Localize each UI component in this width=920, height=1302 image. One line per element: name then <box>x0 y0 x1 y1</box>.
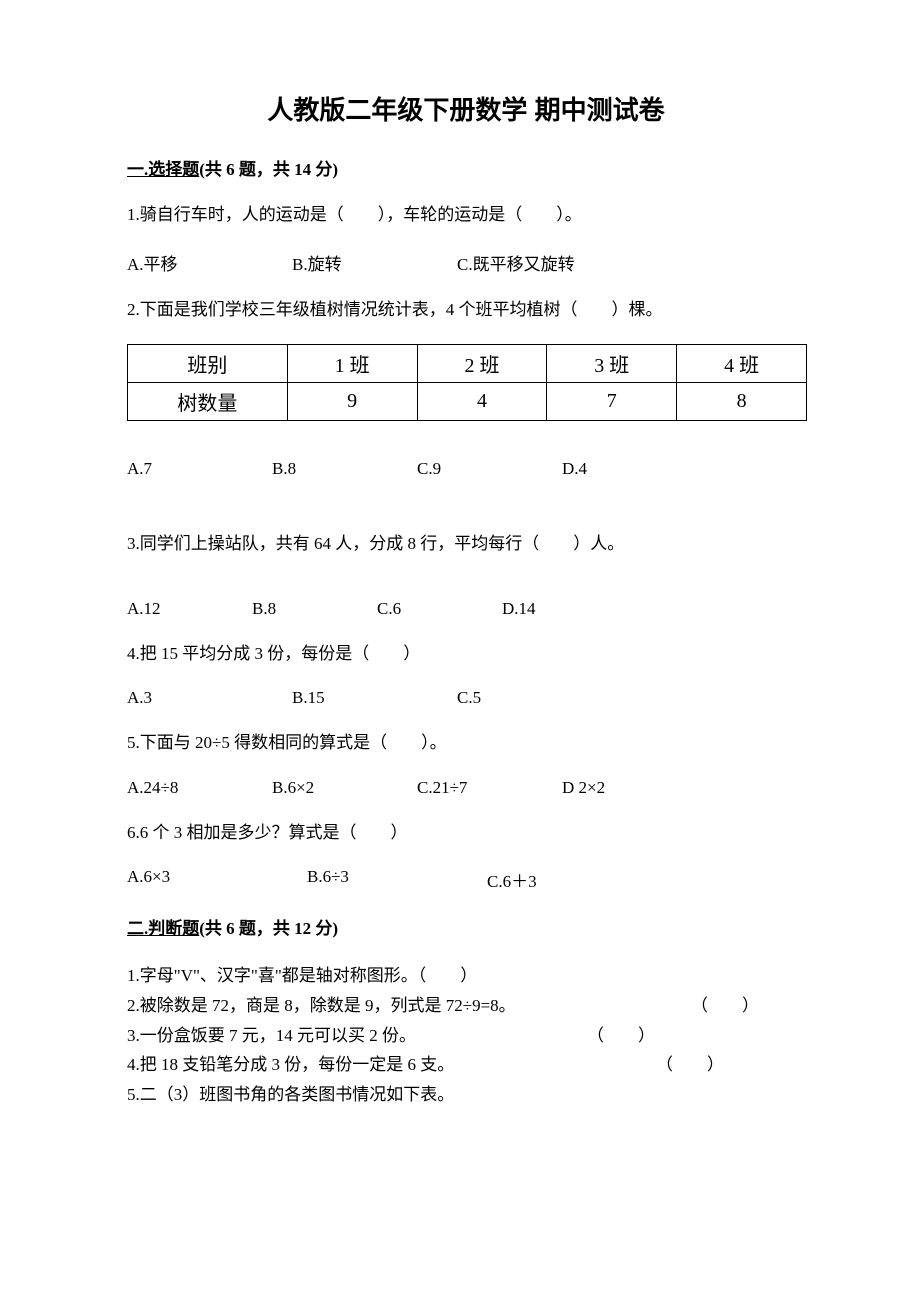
q1-options: A.平移 B.旋转 C.既平移又旋转 <box>127 250 805 275</box>
section-2-prefix: 二.判断题 <box>127 919 199 938</box>
q4-options: A.3 B.15 C.5 <box>127 688 805 708</box>
section-2-header: 二.判断题(共 6 题，共 12 分) <box>127 914 805 939</box>
q5-opt-d: D 2×2 <box>562 778 707 798</box>
q4-opt-c: C.5 <box>457 688 622 708</box>
table-col-2: 2 班 <box>417 345 547 383</box>
q1-opt-b: B.旋转 <box>292 250 457 275</box>
q2-opt-c: C.9 <box>417 459 562 479</box>
q6-options: A.6×3 B.6÷3 C.6＋3 <box>127 867 805 892</box>
q3-opt-b: B.8 <box>252 599 377 619</box>
q5-text: 5.下面与 20÷5 得数相同的算式是（ ）。 <box>127 730 805 756</box>
judge-item-1: 1.字母"V"、汉字"喜"都是轴对称图形。（ ） <box>127 961 805 991</box>
q2-table: 班别 1 班 2 班 3 班 4 班 树数量 9 4 7 8 <box>127 344 807 421</box>
q5-opt-a: A.24÷8 <box>127 778 272 798</box>
q3-opt-a: A.12 <box>127 599 252 619</box>
table-header-row: 班别 1 班 2 班 3 班 4 班 <box>128 345 807 383</box>
q6-opt-c: C.6＋3 <box>487 867 652 892</box>
table-col-1: 1 班 <box>287 345 417 383</box>
section-1-suffix: (共 6 题，共 14 分) <box>199 160 338 179</box>
judge-item-5: 5.二（3）班图书角的各类图书情况如下表。 <box>127 1080 805 1110</box>
table-header-label: 班别 <box>128 345 288 383</box>
judge-item-4: 4.把 18 支铅笔分成 3 份，每份一定是 6 支。 （ ） <box>127 1050 724 1080</box>
section-2-suffix: (共 6 题，共 12 分) <box>199 919 338 938</box>
q1-text: 1.骑自行车时，人的运动是（ ），车轮的运动是（ ）。 <box>127 202 805 228</box>
table-val-3: 7 <box>547 383 677 421</box>
q6-opt-a: A.6×3 <box>127 867 307 892</box>
judge-item-4-text: 4.把 18 支铅笔分成 3 份，每份一定是 6 支。 <box>127 1050 454 1080</box>
q3-opt-c: C.6 <box>377 599 502 619</box>
q2-opt-d: D.4 <box>562 459 707 479</box>
section-1-header: 一.选择题(共 6 题，共 14 分) <box>127 155 805 180</box>
q6-opt-b: B.6÷3 <box>307 867 487 892</box>
table-data-row: 树数量 9 4 7 8 <box>128 383 807 421</box>
q2-options: A.7 B.8 C.9 D.4 <box>127 459 805 479</box>
q3-options: A.12 B.8 C.6 D.14 <box>127 599 805 619</box>
q2-table-wrap: 班别 1 班 2 班 3 班 4 班 树数量 9 4 7 8 <box>127 344 805 421</box>
q4-opt-a: A.3 <box>127 688 292 708</box>
q5-opt-b: B.6×2 <box>272 778 417 798</box>
q6-text: 6.6 个 3 相加是多少？算式是（ ） <box>127 820 805 846</box>
q4-text: 4.把 15 平均分成 3 份，每份是（ ） <box>127 641 805 667</box>
table-col-3: 3 班 <box>547 345 677 383</box>
q1-opt-a: A.平移 <box>127 250 292 275</box>
q4-opt-b: B.15 <box>292 688 457 708</box>
q5-opt-c: C.21÷7 <box>417 778 562 798</box>
section-1-prefix: 一.选择题 <box>127 160 199 179</box>
judge-list: 1.字母"V"、汉字"喜"都是轴对称图形。（ ） 2.被除数是 72，商是 8，… <box>127 961 805 1110</box>
q3-opt-d: D.14 <box>502 599 627 619</box>
judge-item-3: 3.一份盒饭要 7 元，14 元可以买 2 份。 （ ） <box>127 1021 655 1051</box>
table-val-2: 4 <box>417 383 547 421</box>
q3-text: 3.同学们上操站队，共有 64 人，分成 8 行，平均每行（ ）人。 <box>127 531 805 557</box>
q1-opt-c: C.既平移又旋转 <box>457 250 622 275</box>
table-val-4: 8 <box>677 383 807 421</box>
table-row-label: 树数量 <box>128 383 288 421</box>
q2-text: 2.下面是我们学校三年级植树情况统计表，4 个班平均植树（ ）棵。 <box>127 297 805 323</box>
judge-item-4-blank: （ ） <box>656 1050 724 1080</box>
judge-item-3-blank: （ ） <box>587 1021 655 1051</box>
q2-opt-a: A.7 <box>127 459 272 479</box>
page-title: 人教版二年级下册数学 期中测试卷 <box>127 90 805 127</box>
judge-item-2: 2.被除数是 72，商是 8，除数是 9，列式是 72÷9=8。 （ ） <box>127 991 759 1021</box>
q5-options: A.24÷8 B.6×2 C.21÷7 D 2×2 <box>127 778 805 798</box>
judge-item-2-blank: （ ） <box>691 991 759 1021</box>
table-val-1: 9 <box>287 383 417 421</box>
judge-item-2-text: 2.被除数是 72，商是 8，除数是 9，列式是 72÷9=8。 <box>127 991 516 1021</box>
judge-item-3-text: 3.一份盒饭要 7 元，14 元可以买 2 份。 <box>127 1021 416 1051</box>
q2-opt-b: B.8 <box>272 459 417 479</box>
table-col-4: 4 班 <box>677 345 807 383</box>
